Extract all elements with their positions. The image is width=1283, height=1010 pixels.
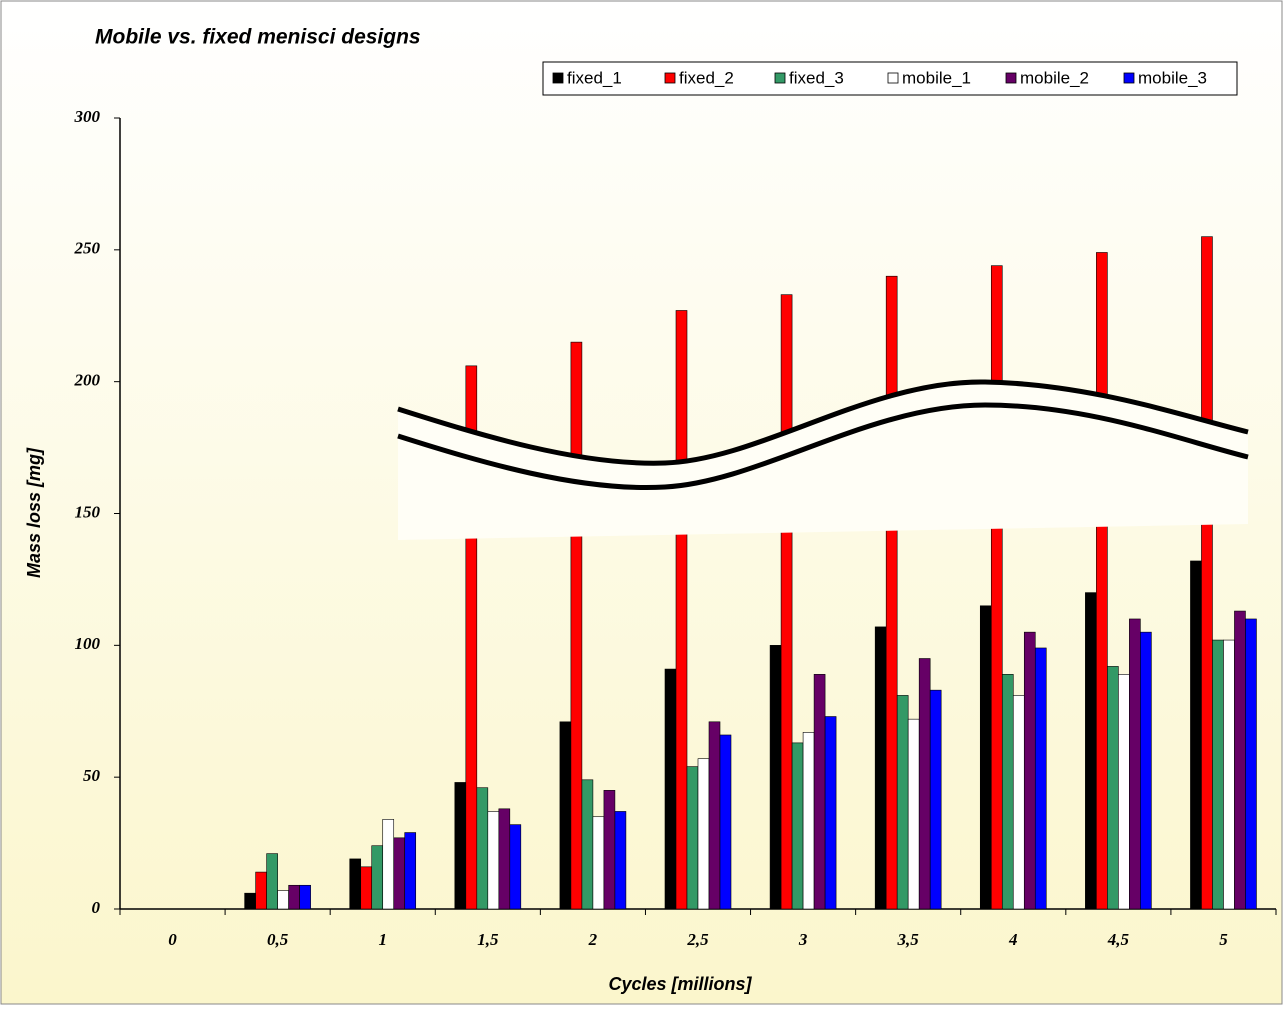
x-tick-label: 1,5 — [477, 930, 499, 949]
legend-label: fixed_1 — [567, 68, 622, 87]
x-tick-label: 4 — [1008, 930, 1018, 949]
chart: Mobile vs. fixed menisci designs Cycles … — [0, 0, 1283, 1005]
bar — [405, 833, 416, 909]
bar — [300, 885, 311, 909]
bar — [687, 767, 698, 909]
bar — [455, 782, 466, 909]
bar — [1096, 252, 1107, 909]
bar — [803, 732, 814, 909]
bar — [1118, 674, 1129, 909]
x-tick-label: 3,5 — [897, 930, 920, 949]
bar — [676, 310, 687, 909]
bar — [488, 811, 499, 909]
bar — [665, 669, 676, 909]
y-tick-label: 50 — [83, 766, 101, 785]
bar — [477, 788, 488, 909]
bar — [781, 295, 792, 909]
bar — [897, 695, 908, 909]
legend-swatch — [888, 73, 898, 83]
bar — [256, 872, 267, 909]
bar — [510, 825, 521, 909]
legend-label: fixed_2 — [679, 68, 734, 87]
bar — [1085, 593, 1096, 909]
x-tick-label: 0 — [168, 930, 177, 949]
x-tick-label: 2 — [588, 930, 598, 949]
bar — [991, 266, 1002, 909]
bar — [267, 854, 278, 909]
x-tick-label: 1 — [378, 930, 387, 949]
legend-label: mobile_1 — [902, 68, 971, 87]
legend-label: mobile_3 — [1138, 68, 1207, 87]
bar — [980, 606, 991, 909]
bar — [1002, 674, 1013, 909]
legend-swatch — [775, 73, 785, 83]
bar — [245, 893, 256, 909]
chart-title: Mobile vs. fixed menisci designs — [95, 26, 421, 49]
bar — [350, 859, 361, 909]
bar — [875, 627, 886, 909]
bar — [1024, 632, 1035, 909]
bar — [582, 780, 593, 909]
y-tick-label: 0 — [92, 898, 101, 917]
y-tick-label: 150 — [75, 502, 101, 521]
legend-label: fixed_3 — [789, 68, 844, 87]
x-tick-label: 0,5 — [267, 930, 289, 949]
bar — [709, 722, 720, 909]
legend-swatch — [1124, 73, 1134, 83]
bar — [1223, 640, 1234, 909]
bar — [1190, 561, 1201, 909]
bar — [615, 811, 626, 909]
bar — [698, 759, 709, 909]
legend-label: mobile_2 — [1020, 68, 1089, 87]
x-tick-label: 3 — [798, 930, 808, 949]
bar — [289, 885, 300, 909]
bar — [499, 809, 510, 909]
legend-swatch — [665, 73, 675, 83]
bar — [361, 867, 372, 909]
bar — [383, 819, 394, 909]
y-tick-label: 200 — [74, 371, 101, 390]
bar — [571, 342, 582, 909]
bar — [886, 276, 897, 909]
bar — [394, 838, 405, 909]
x-axis-label: Cycles [millions] — [608, 974, 752, 994]
bar — [1201, 237, 1212, 909]
x-tick-label: 2,5 — [686, 930, 709, 949]
x-tick-label: 4,5 — [1107, 930, 1130, 949]
legend-swatch — [553, 73, 563, 83]
y-tick-label: 300 — [74, 107, 101, 126]
bar — [814, 674, 825, 909]
x-tick-label: 5 — [1219, 930, 1228, 949]
bar — [604, 790, 615, 909]
bar — [1212, 640, 1223, 909]
y-tick-label: 250 — [74, 239, 101, 258]
bar — [1140, 632, 1151, 909]
bar — [1013, 695, 1024, 909]
bar — [1035, 648, 1046, 909]
bar — [908, 719, 919, 909]
bar — [792, 743, 803, 909]
bar — [825, 717, 836, 909]
bar — [919, 659, 930, 909]
bar — [278, 891, 289, 909]
bar — [930, 690, 941, 909]
bar — [720, 735, 731, 909]
bar — [1129, 619, 1140, 909]
bar — [593, 817, 604, 909]
bar — [372, 846, 383, 909]
legend-swatch — [1006, 73, 1016, 83]
bar — [1234, 611, 1245, 909]
y-tick-label: 100 — [75, 634, 101, 653]
bar — [1107, 666, 1118, 909]
bar — [560, 722, 571, 909]
y-axis-label: Mass loss [mg] — [24, 447, 44, 578]
bar — [770, 645, 781, 909]
bar — [1245, 619, 1256, 909]
